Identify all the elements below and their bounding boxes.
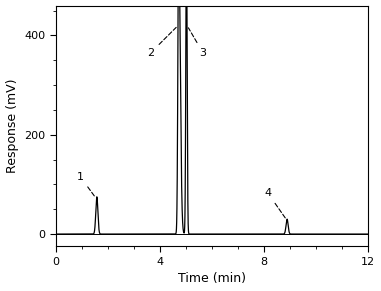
Y-axis label: Response (mV): Response (mV) (6, 79, 19, 173)
Text: 4: 4 (264, 188, 285, 218)
Text: 1: 1 (77, 172, 94, 196)
X-axis label: Time (min): Time (min) (178, 272, 246, 285)
Text: 3: 3 (188, 28, 207, 58)
Text: 2: 2 (147, 27, 176, 58)
